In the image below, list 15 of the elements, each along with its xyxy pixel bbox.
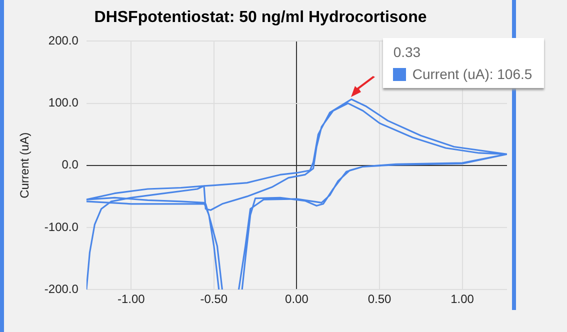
x-tick-label: 0.50 xyxy=(368,292,392,306)
annotation: Current (uA): 106.5 xyxy=(412,66,532,82)
x-tick-label: -1.00 xyxy=(117,292,146,306)
x-tick-label: -0.50 xyxy=(200,292,228,306)
x-tick-label: 0.00 xyxy=(285,292,309,306)
y-tick-label: -100.0 xyxy=(44,220,79,234)
x-tick-label: 1.00 xyxy=(450,292,474,306)
y-tick-label: 0.0 xyxy=(62,158,79,172)
tooltip-box: 0.33 Current (uA): 106.5 xyxy=(383,38,544,88)
annotation: 0.33 xyxy=(393,44,422,60)
y-tick-label: -200.0 xyxy=(44,282,79,296)
chart-title: DHSFpotentiostat: 50 ng/ml Hydrocortisone xyxy=(94,9,427,26)
y-tick-label: 100.0 xyxy=(48,96,79,110)
y-tick-label: 200.0 xyxy=(48,34,79,48)
y-axis-title: Current (uA) xyxy=(18,132,32,198)
